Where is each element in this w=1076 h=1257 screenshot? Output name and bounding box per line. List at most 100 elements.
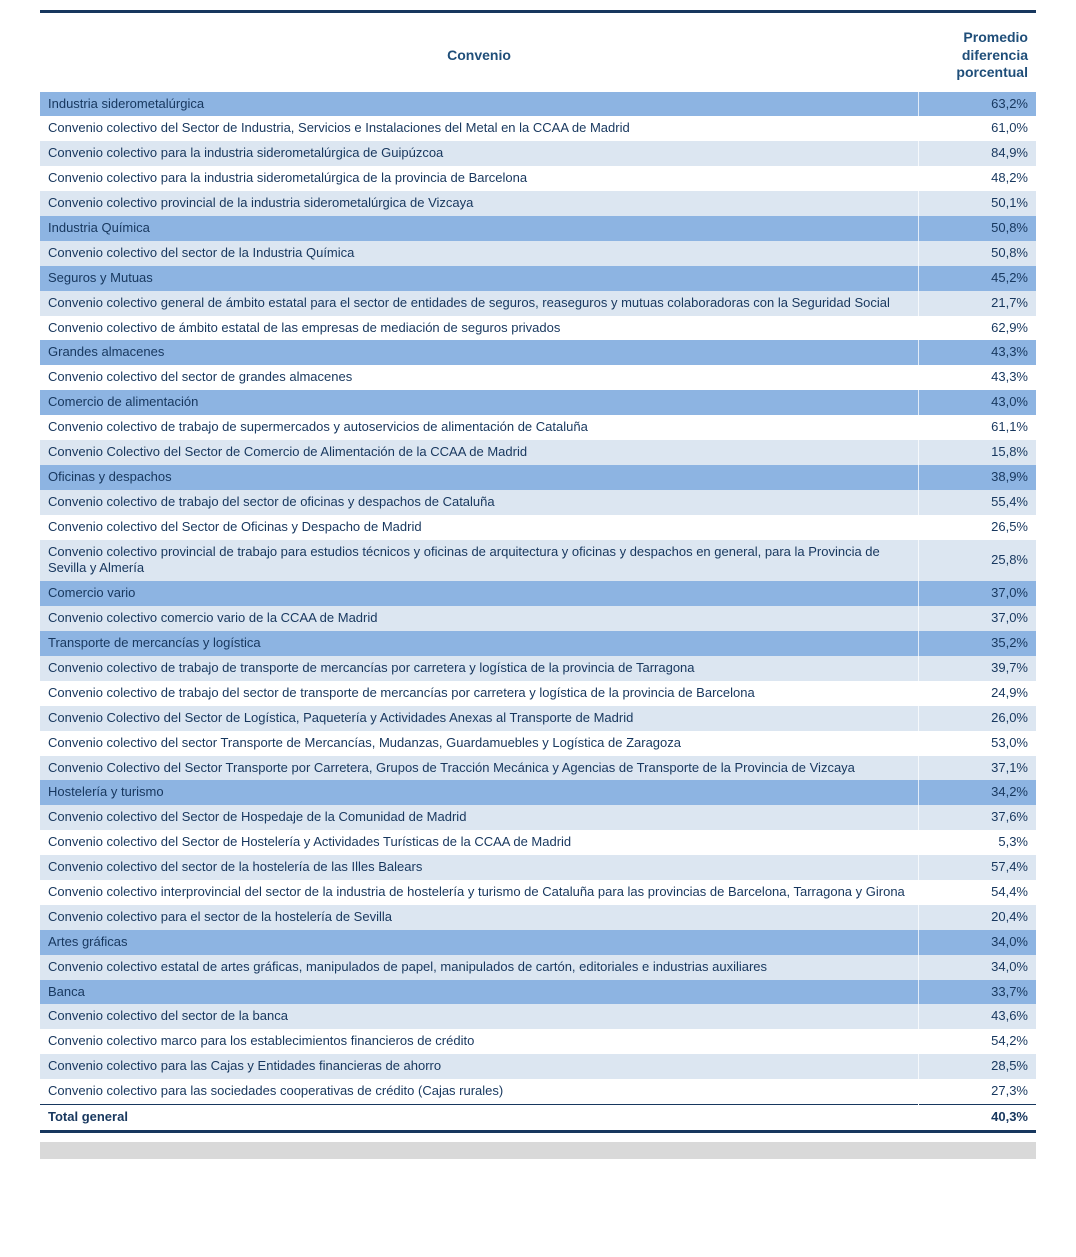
table-row: Convenio Colectivo del Sector Transporte…: [40, 755, 1036, 781]
category-row: Artes gráficas 34,0%: [40, 929, 1036, 955]
convenio-cell: Convenio colectivo del sector de la Indu…: [40, 240, 918, 266]
value-cell: 37,1%: [917, 755, 1036, 781]
category-row: Hostelería y turismo 34,2%: [40, 780, 1036, 806]
value-cell: 43,0%: [917, 390, 1036, 416]
convenio-cell: Convenio colectivo general de ámbito est…: [40, 290, 918, 316]
value-cell: 26,0%: [917, 705, 1036, 731]
table-row: Convenio colectivo marco para los establ…: [40, 1029, 1036, 1055]
value-cell: 39,7%: [917, 655, 1036, 681]
value-cell: 34,0%: [917, 954, 1036, 980]
value-cell: 27,3%: [917, 1079, 1036, 1105]
table-row: Convenio colectivo general de ámbito est…: [40, 290, 1036, 316]
convenio-cell: Grandes almacenes: [40, 340, 918, 366]
table-row: Convenio colectivo de trabajo de transpo…: [40, 655, 1036, 681]
convenio-cell: Convenio colectivo del sector de grandes…: [40, 365, 918, 391]
value-cell: 37,0%: [917, 581, 1036, 607]
table-row: Convenio colectivo del sector de la banc…: [40, 1004, 1036, 1030]
convenio-cell: Convenio colectivo del sector de la host…: [40, 855, 918, 880]
value-cell: 43,6%: [917, 1004, 1036, 1030]
convenio-cell: Convenio colectivo de trabajo del sector…: [40, 680, 918, 706]
value-cell: 24,9%: [917, 680, 1036, 706]
value-cell: 5,3%: [917, 830, 1036, 856]
convenio-cell: Convenio Colectivo del Sector de Comerci…: [40, 439, 918, 465]
header-row: Convenio Promedio diferencia porcentual: [40, 12, 1036, 92]
value-cell: 62,9%: [917, 315, 1036, 341]
category-row: Oficinas y despachos 38,9%: [40, 464, 1036, 490]
value-cell: 63,2%: [917, 91, 1036, 117]
convenio-cell: Convenio colectivo para la industria sid…: [40, 141, 918, 167]
table-header: Convenio Promedio diferencia porcentual: [40, 12, 1036, 92]
convenios-table: Convenio Promedio diferencia porcentual …: [40, 10, 1036, 1133]
value-cell: 35,2%: [917, 631, 1036, 656]
value-cell: 55,4%: [917, 489, 1036, 515]
convenio-cell: Industria Química: [40, 215, 918, 241]
value-cell: 37,0%: [917, 606, 1036, 632]
value-cell: 15,8%: [917, 439, 1036, 465]
total-row: Total general 40,3%: [40, 1104, 1036, 1133]
convenio-cell: Artes gráficas: [40, 929, 918, 955]
convenio-cell: Oficinas y despachos: [40, 464, 918, 490]
value-cell: 25,8%: [917, 539, 1036, 582]
value-cell: 28,5%: [917, 1054, 1036, 1080]
convenio-cell: Seguros y Mutuas: [40, 265, 918, 291]
table-row: Convenio colectivo del sector de la host…: [40, 855, 1036, 880]
convenio-cell: Transporte de mercancías y logística: [40, 631, 918, 656]
convenio-cell: Convenio Colectivo del Sector de Logísti…: [40, 705, 918, 731]
table-row: Convenio colectivo para el sector de la …: [40, 904, 1036, 930]
category-row: Comercio de alimentación 43,0%: [40, 390, 1036, 416]
table-row: Convenio colectivo del sector de la Indu…: [40, 240, 1036, 266]
value-cell: 33,7%: [917, 979, 1036, 1005]
column-header-convenio: Convenio: [447, 46, 511, 63]
report-page: Convenio Promedio diferencia porcentual …: [40, 10, 1036, 1159]
convenio-cell: Convenio colectivo del sector de la banc…: [40, 1004, 918, 1030]
value-cell: 43,3%: [917, 365, 1036, 391]
value-cell: 43,3%: [917, 340, 1036, 366]
convenio-cell: Convenio colectivo provincial de la indu…: [40, 191, 918, 216]
value-cell: 40,3%: [917, 1104, 1036, 1133]
convenio-cell: Comercio de alimentación: [40, 390, 918, 416]
table-row: Convenio colectivo de trabajo del sector…: [40, 680, 1036, 706]
convenio-cell: Convenio colectivo del Sector de Hostele…: [40, 830, 918, 856]
table-row: Convenio colectivo de trabajo de superme…: [40, 415, 1036, 440]
category-row: Industria siderometalúrgica 63,2%: [40, 91, 1036, 117]
convenio-cell: Convenio colectivo de trabajo de transpo…: [40, 655, 918, 681]
value-cell: 61,0%: [917, 116, 1036, 142]
category-row: Industria Química 50,8%: [40, 215, 1036, 241]
convenio-cell: Total general: [40, 1104, 918, 1133]
value-cell: 50,8%: [917, 215, 1036, 241]
convenio-cell: Convenio colectivo provincial de trabajo…: [40, 539, 918, 582]
column-header-promedio: Promedio diferencia porcentual: [956, 29, 1028, 80]
value-cell: 50,1%: [917, 191, 1036, 216]
category-row: Grandes almacenes 43,3%: [40, 340, 1036, 366]
value-cell: 21,7%: [917, 290, 1036, 316]
convenio-cell: Convenio colectivo del Sector de Oficina…: [40, 514, 918, 540]
table-row: Convenio colectivo del Sector de Hostele…: [40, 830, 1036, 856]
table-row: Convenio Colectivo del Sector de Comerci…: [40, 439, 1036, 465]
table-row: Convenio colectivo del Sector de Industr…: [40, 116, 1036, 142]
convenio-cell: Convenio colectivo estatal de artes gráf…: [40, 954, 918, 980]
value-cell: 34,0%: [917, 929, 1036, 955]
table-row: Convenio colectivo provincial de la indu…: [40, 191, 1036, 216]
convenio-cell: Convenio colectivo de trabajo del sector…: [40, 489, 918, 515]
convenio-cell: Hostelería y turismo: [40, 780, 918, 806]
table-row: Convenio colectivo para la industria sid…: [40, 166, 1036, 192]
table-row: Convenio colectivo para las sociedades c…: [40, 1079, 1036, 1105]
table-row: Convenio colectivo del Sector de Oficina…: [40, 514, 1036, 540]
convenio-cell: Convenio colectivo del Sector de Hospeda…: [40, 805, 918, 831]
table-row: Convenio colectivo del sector Transporte…: [40, 730, 1036, 756]
table-row: Convenio colectivo para las Cajas y Enti…: [40, 1054, 1036, 1080]
table-row: Convenio colectivo interprovincial del s…: [40, 880, 1036, 905]
convenio-cell: Convenio colectivo de ámbito estatal de …: [40, 315, 918, 341]
category-row: Comercio vario 37,0%: [40, 581, 1036, 607]
convenio-cell: Convenio colectivo para el sector de la …: [40, 904, 918, 930]
value-cell: 34,2%: [917, 780, 1036, 806]
table-row: Convenio colectivo del Sector de Hospeda…: [40, 805, 1036, 831]
value-cell: 20,4%: [917, 904, 1036, 930]
footer-strip: [40, 1141, 1036, 1159]
convenio-cell: Convenio colectivo marco para los establ…: [40, 1029, 918, 1055]
value-cell: 48,2%: [917, 166, 1036, 192]
value-cell: 45,2%: [917, 265, 1036, 291]
table-row: Convenio Colectivo del Sector de Logísti…: [40, 705, 1036, 731]
convenio-cell: Banca: [40, 979, 918, 1005]
table-row: Convenio colectivo de trabajo del sector…: [40, 489, 1036, 515]
